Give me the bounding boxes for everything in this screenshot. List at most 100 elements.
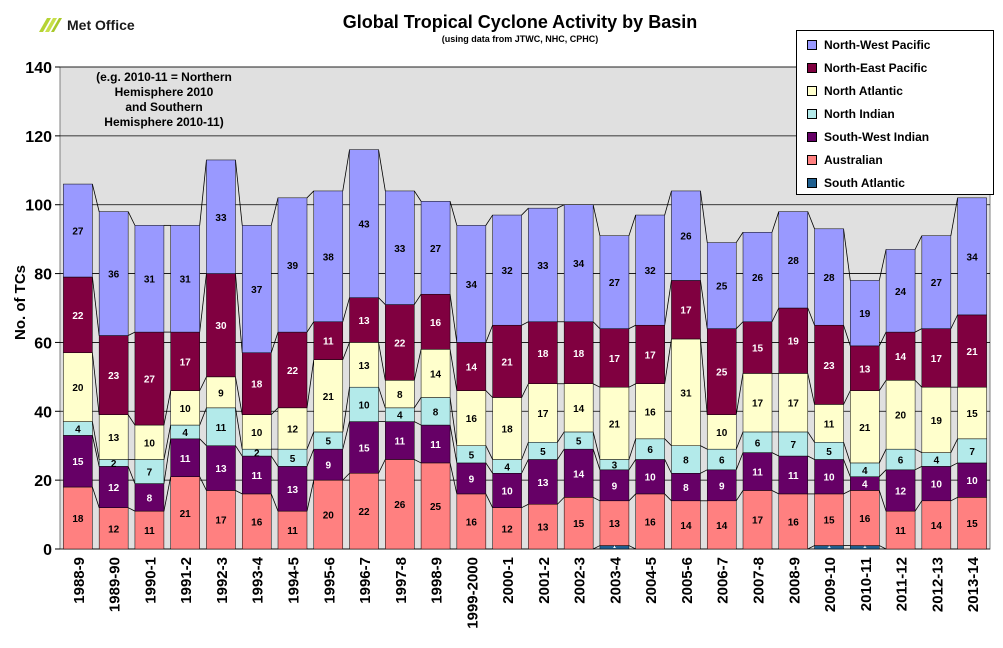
data-label: 10	[823, 473, 835, 484]
y-axis-label: No. of TCs	[12, 265, 29, 340]
bar-segment	[671, 190, 701, 281]
data-label: 14	[716, 521, 728, 532]
bar-segment	[385, 304, 415, 381]
data-label: 34	[466, 280, 478, 291]
data-label: 14	[895, 352, 907, 363]
series-connector	[449, 397, 458, 446]
data-label: 23	[823, 361, 835, 372]
data-label: 21	[180, 509, 192, 520]
series-connector	[628, 493, 636, 502]
data-label: 4	[75, 425, 81, 436]
chart-title: Global Tropical Cyclone Activity by Basi…	[342, 12, 698, 32]
data-label: 21	[609, 419, 621, 430]
bar-segment	[63, 435, 93, 488]
series-connector	[843, 442, 851, 464]
series-connector	[700, 445, 708, 450]
data-label: 27	[144, 375, 156, 386]
data-label: 4	[934, 455, 940, 466]
data-label: 17	[537, 409, 549, 420]
data-label: 11	[251, 471, 262, 482]
y-tick-label: 20	[34, 473, 52, 490]
bar-segment	[134, 225, 165, 333]
bar-segment	[850, 280, 880, 347]
bar-segment	[563, 497, 594, 550]
data-label: 7	[147, 468, 153, 479]
series-connector	[235, 445, 243, 457]
legend-item: Australian	[807, 153, 883, 167]
logo-text: Met Office	[67, 17, 135, 33]
data-label: 10	[251, 428, 263, 439]
series-connector	[664, 493, 672, 502]
series-connector	[807, 545, 815, 550]
series-connector	[378, 149, 386, 192]
series-connector	[879, 545, 887, 550]
bar-segment	[778, 211, 809, 309]
data-label: 17	[680, 306, 692, 317]
series-connector	[485, 325, 493, 343]
data-label: 11	[788, 471, 799, 482]
bar-segment	[349, 342, 379, 388]
series-connector	[414, 421, 422, 426]
bar-segment	[170, 438, 200, 477]
bar-segment	[957, 197, 987, 316]
series-connector	[735, 431, 744, 450]
series-connector	[628, 324, 636, 330]
data-label: 11	[144, 526, 155, 537]
series-connector	[700, 469, 708, 474]
data-label: 10	[180, 404, 192, 415]
bar-segment	[492, 214, 522, 326]
data-label: 6	[755, 438, 761, 449]
series-connector	[199, 476, 207, 491]
bar-segment	[528, 503, 558, 550]
series-connector	[557, 204, 565, 209]
data-label: 11	[752, 468, 763, 479]
bar-segment	[420, 462, 451, 550]
bar-segment	[706, 414, 737, 450]
bar-segment	[885, 331, 916, 381]
series-connector	[163, 438, 172, 484]
series-connector	[914, 328, 923, 333]
bar-segment	[742, 321, 773, 374]
x-tick-label: 2000-1	[500, 557, 517, 604]
x-tick-label: 2003-4	[607, 556, 624, 603]
series-connector	[485, 445, 493, 460]
data-label: 18	[72, 514, 84, 525]
bar-segment	[599, 235, 630, 329]
bar-segment	[885, 249, 916, 333]
series-connector	[127, 414, 136, 426]
data-label: 15	[967, 519, 979, 530]
legend-label: South-West Indian	[824, 130, 930, 144]
series-connector	[521, 459, 529, 474]
bar-segment	[778, 431, 809, 457]
bar-segment	[814, 493, 844, 546]
data-label: 37	[251, 285, 263, 296]
series-connector	[378, 342, 386, 381]
bar-segment	[635, 493, 665, 550]
series-connector	[914, 466, 923, 471]
x-tick-label: 1997-8	[393, 557, 410, 604]
bar-segment	[420, 397, 451, 426]
bar-segment	[957, 386, 987, 440]
data-label: 10	[967, 476, 979, 487]
legend-item: North-East Pacific	[807, 61, 927, 75]
series-connector	[163, 424, 172, 460]
series-connector	[413, 294, 422, 305]
data-label: 15	[823, 516, 835, 527]
data-label: 34	[573, 259, 585, 270]
data-label: 17	[752, 516, 764, 527]
legend-label: South Atlantic	[824, 176, 905, 190]
data-label: 18	[573, 349, 585, 360]
data-label: 26	[752, 273, 764, 284]
data-label: 13	[358, 316, 370, 327]
data-label: 11	[216, 423, 227, 434]
series-connector	[700, 280, 708, 329]
x-tick-label: 2009-10	[822, 557, 839, 612]
series-connector	[807, 455, 815, 460]
x-tick-label: 2007-8	[751, 557, 768, 604]
series-connector	[163, 476, 172, 512]
legend-label: North Indian	[824, 107, 895, 121]
series-connector	[914, 500, 923, 512]
data-label: 7	[969, 447, 975, 458]
bar-segment	[742, 490, 773, 550]
data-label: 11	[824, 419, 835, 430]
